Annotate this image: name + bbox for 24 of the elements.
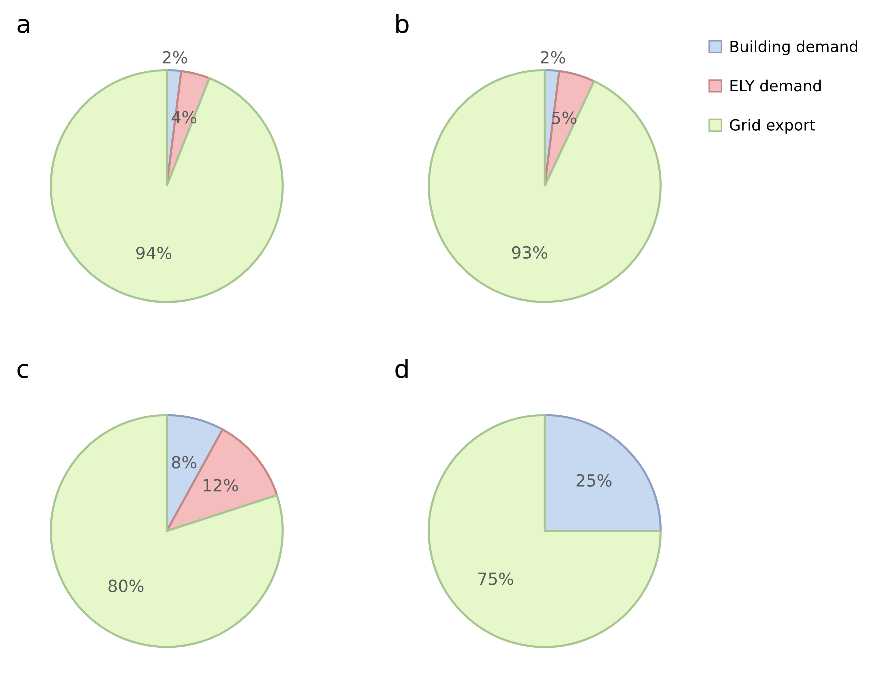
chart-title: a bbox=[18, 19, 30, 34]
chart-title: b bbox=[396, 14, 409, 34]
legend-label: Grid export bbox=[730, 119, 816, 134]
data-label: 5% bbox=[552, 112, 577, 124]
chart-title: d bbox=[396, 359, 408, 378]
pie-slice bbox=[544, 414, 662, 532]
data-label: 93% bbox=[512, 246, 548, 260]
data-label: 94% bbox=[136, 246, 172, 260]
data-label: 2% bbox=[540, 51, 566, 64]
pie-slice bbox=[166, 428, 278, 532]
pie-slice bbox=[50, 69, 284, 304]
data-label: 25% bbox=[576, 474, 612, 487]
data-label: 4% bbox=[172, 111, 197, 124]
chart-title: c bbox=[18, 364, 29, 378]
legend-label: Building demand bbox=[730, 40, 858, 56]
data-label: 75% bbox=[478, 572, 514, 586]
pie-slice bbox=[428, 69, 662, 304]
data-label: 2% bbox=[163, 51, 188, 64]
data-label: 80% bbox=[108, 580, 144, 592]
data-label: 8% bbox=[172, 456, 197, 469]
data-label: 12% bbox=[204, 479, 238, 492]
legend-label: ELY demand bbox=[730, 80, 821, 92]
pie-slice bbox=[428, 414, 662, 648]
pie-slice bbox=[50, 414, 284, 648]
